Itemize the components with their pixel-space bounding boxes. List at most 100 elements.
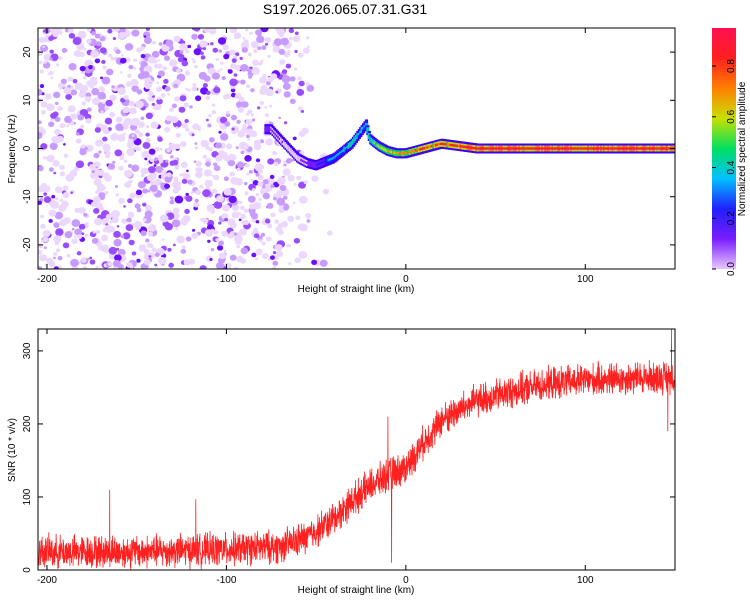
spectrogram-noise-cell (143, 248, 150, 255)
spectrogram-noise-cell (174, 96, 181, 102)
spectrogram-noise-cell (148, 148, 156, 155)
spectrogram-noise-cell (246, 121, 251, 125)
spectrogram-noise-cell (48, 219, 53, 223)
spectrogram-noise-cell (240, 63, 249, 72)
spectrogram-noise-cell (38, 249, 43, 255)
spectrogram-noise-cell (64, 231, 73, 239)
spectrogram-noise-cell (108, 246, 118, 255)
spectrogram-noise-cell (153, 178, 163, 187)
spectrogram-noise-cell (217, 37, 227, 45)
spectrogram-noise-cell (281, 188, 285, 191)
spectrogram-noise-cell (188, 258, 196, 265)
spectrogram-noise-cell (140, 60, 148, 68)
spectrogram-noise-cell (143, 35, 147, 38)
colorbar-tick-label: 0.4 (726, 160, 737, 174)
spectrogram-noise-cell (192, 83, 197, 87)
spectrogram-noise-cell (118, 197, 125, 204)
spectrogram-noise-cell (305, 212, 312, 219)
spectrogram-noise-cell (160, 170, 167, 176)
spectrogram-noise-cell (92, 97, 101, 106)
spectrogram-noise-cell (185, 49, 190, 54)
spectrogram-noise-cell (306, 84, 315, 92)
spectrogram-noise-cell (136, 258, 141, 263)
spectrogram-noise-cell (105, 150, 111, 156)
spectrogram-noise-cell (126, 262, 133, 268)
spectrogram-noise-cell (132, 117, 141, 126)
spectrogram-noise-cell (215, 238, 220, 242)
spectrogram-noise-cell (229, 49, 236, 56)
spectrogram-noise-cell (114, 254, 122, 262)
spectrogram-ridge-core (364, 123, 369, 126)
spectrogram-noise-cell (194, 142, 198, 145)
spectrogram-noise-cell (104, 106, 110, 111)
spectrogram-noise-cell (188, 88, 192, 92)
spectrogram-noise-cell (43, 60, 48, 64)
spectrogram-noise-cell (292, 35, 301, 43)
spectrogram-noise-cell (172, 159, 179, 166)
spectrogram-noise-cell (91, 87, 100, 96)
spectrogram-noise-cell (211, 110, 217, 115)
spectrogram-noise-cell (79, 148, 87, 156)
spectrogram-noise-cell (156, 86, 163, 92)
spectrogram-noise-cell (70, 85, 74, 90)
spectrogram-noise-cell (141, 71, 150, 79)
spectrogram-noise-cell (38, 200, 43, 205)
spectrogram-noise-cell (39, 69, 44, 74)
spectrogram-noise-cell (51, 135, 61, 144)
spectrogram-noise-cell (169, 107, 174, 112)
spectrogram-noise-cell (193, 48, 202, 56)
spectrogram-noise-cell (251, 188, 256, 192)
spectrogram-noise-cell (267, 76, 274, 83)
spectrogram-noise-cell (202, 154, 208, 159)
spectrogram-noise-cell (215, 57, 219, 61)
snr-x-tick-label: 100 (577, 575, 594, 586)
spectrogram-noise-cell (122, 132, 126, 136)
spectrogram-noise-cell (167, 247, 172, 252)
spectrogram-noise-cell (118, 264, 124, 269)
snr-y-tick-label: 200 (22, 415, 33, 432)
spectrogram-noise-cell (288, 28, 295, 34)
spectrogram-noise-cell (46, 154, 55, 163)
spectrogram-noise-cell (100, 124, 109, 132)
spectrogram-noise-cell (239, 205, 245, 210)
spectrogram-noise-cell (70, 191, 73, 194)
spectrogram-noise-cell (38, 165, 44, 171)
spectrogram-noise-cell (166, 148, 171, 153)
spectrogram-noise-cell (54, 128, 61, 136)
spectrogram-noise-cell (252, 49, 258, 54)
spectrogram-noise-cell (57, 255, 63, 261)
spectrogram-noise-cell (230, 176, 239, 185)
spectrogram-noise-cell (299, 223, 308, 232)
spectrogram-noise-cell (62, 185, 69, 191)
spectrogram-noise-cell (261, 253, 269, 260)
spectrogram-noise-cell (157, 154, 163, 159)
spectrogram-noise-cell (287, 215, 295, 222)
spectrogram-noise-cell (101, 76, 111, 85)
spectrogram-noise-cell (140, 230, 147, 237)
snr-data (38, 329, 675, 570)
spectrogram-noise-cell (150, 121, 159, 129)
spectrogram-noise-cell (269, 255, 275, 260)
spectrogram-noise-cell (262, 192, 270, 200)
spectrogram-noise-cell (207, 239, 211, 243)
spectrogram-noise-cell (171, 219, 181, 228)
spectrogram-noise-cell (39, 254, 48, 262)
spectrogram-noise-cell (296, 88, 305, 96)
spectrogram-noise-cell (160, 182, 164, 186)
spectrogram-noise-cell (208, 147, 213, 152)
spectrogram-noise-cell (43, 196, 52, 203)
spectrogram-noise-cell (80, 144, 86, 149)
spectrogram-noise-cell (179, 173, 183, 177)
spectrogram-noise-cell (253, 233, 260, 239)
spectrogram-noise-cell (83, 47, 87, 51)
spectrogram-noise-cell (121, 122, 128, 127)
spectrogram-noise-cell (191, 232, 199, 239)
spectrogram-noise-cell (145, 238, 150, 243)
spectrogram-noise-cell (250, 88, 255, 93)
spectrogram-noise-cell (266, 81, 271, 86)
spectrogram-noise-cell (272, 150, 277, 156)
spectrogram-noise-cell (179, 95, 187, 102)
spectrogram-noise-cell (147, 91, 154, 97)
spectrogram-noise-cell (44, 263, 49, 267)
